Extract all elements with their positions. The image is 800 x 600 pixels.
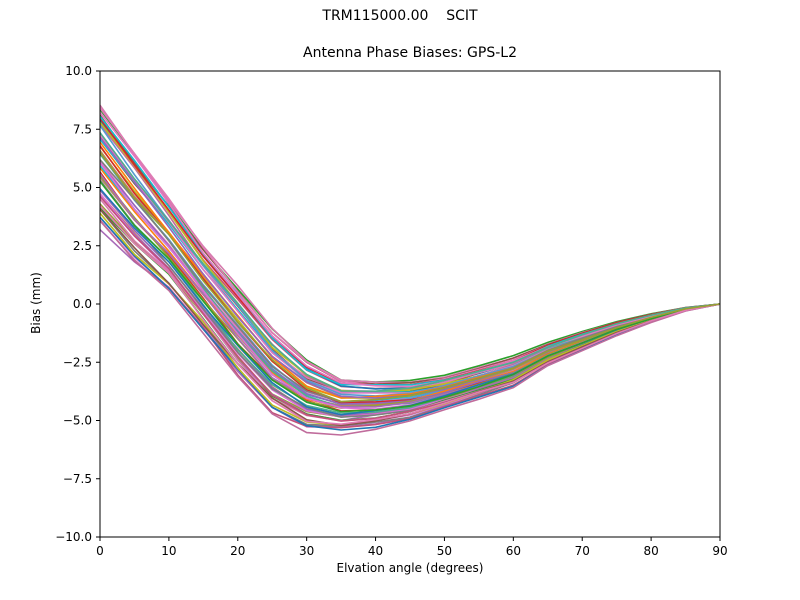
y-tick-label: 0.0	[73, 297, 92, 311]
x-tick-label: 30	[299, 544, 314, 558]
x-tick-label: 60	[506, 544, 521, 558]
series-line	[100, 111, 720, 388]
y-tick-label: −7.5	[63, 472, 92, 486]
x-tick-label: 10	[161, 544, 176, 558]
series-line	[100, 180, 720, 413]
x-axis-label: Elvation angle (degrees)	[336, 561, 484, 575]
series-line	[100, 220, 720, 436]
x-tick-label: 40	[368, 544, 383, 558]
x-tick-label: 20	[230, 544, 245, 558]
series-line	[100, 123, 720, 394]
series-line	[100, 132, 720, 393]
series-line	[100, 205, 720, 426]
y-tick-label: 5.0	[73, 181, 92, 195]
y-tick-label: −10.0	[55, 530, 92, 544]
y-tick-label: −2.5	[63, 355, 92, 369]
series-lines	[100, 104, 720, 436]
plot-area-border	[99, 70, 721, 538]
series-line	[100, 151, 720, 403]
y-tick-label: 10.0	[65, 64, 92, 78]
x-tick-label: 50	[437, 544, 452, 558]
y-tick-label: −5.0	[63, 414, 92, 428]
x-tick-label: 0	[96, 544, 104, 558]
y-tick-label: 7.5	[73, 122, 92, 136]
x-tick-label: 90	[712, 544, 727, 558]
x-tick-label: 80	[643, 544, 658, 558]
figure-suptitle: TRM115000.00 SCIT	[322, 8, 478, 24]
axes-title: Antenna Phase Biases: GPS-L2	[303, 45, 517, 61]
x-tick-label: 70	[575, 544, 590, 558]
y-tick-label: 2.5	[73, 239, 92, 253]
